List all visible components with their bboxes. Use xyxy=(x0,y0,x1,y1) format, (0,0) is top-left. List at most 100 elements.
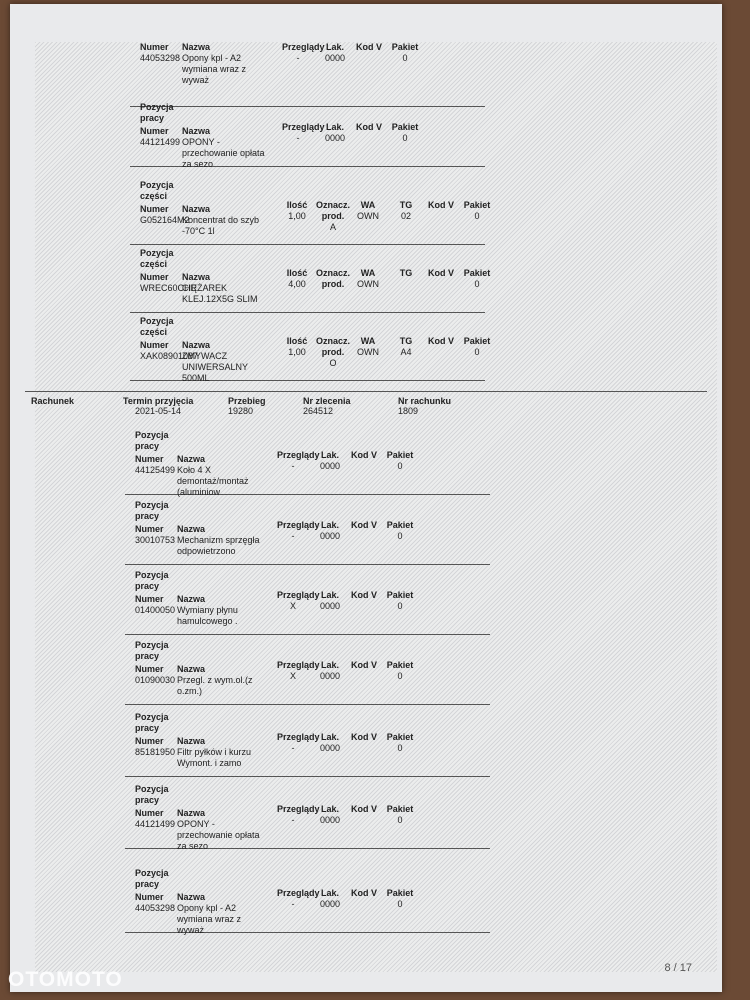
column-value: X xyxy=(289,601,296,611)
column-label: Numer xyxy=(135,892,164,902)
column: Ilość 1,00 xyxy=(285,200,309,222)
column-value: 0 xyxy=(402,53,408,63)
column-label: WA xyxy=(360,200,376,210)
column-value: OWN xyxy=(357,347,379,357)
column-label: Nazwa xyxy=(177,736,206,746)
column-label: Pakiet xyxy=(386,660,414,670)
item-heading: Pozycja pracy xyxy=(135,570,169,591)
field-label: Przebieg xyxy=(228,396,266,406)
column-label: Przeglądy xyxy=(282,42,325,52)
column: Pakiet 0 xyxy=(385,450,415,472)
column-value: 44121499 xyxy=(140,137,181,147)
column-value: 44053298 xyxy=(140,53,181,63)
column-value: 1,00 xyxy=(288,347,306,357)
column-label: Lak. xyxy=(320,804,339,814)
field-label: Nr zlecenia xyxy=(303,396,351,406)
field-value: 19280 xyxy=(228,406,254,416)
column-label: Lak. xyxy=(320,590,339,600)
column-label: Pakiet xyxy=(386,804,414,814)
item-heading: Pozycja części xyxy=(140,180,174,201)
column-value: 02 xyxy=(400,211,411,221)
column-label: Przeglądy xyxy=(277,732,320,742)
line-item: Pozycja części Numer G052164M2 Nazwa Koncent… xyxy=(130,178,490,245)
column: Numer 01090030 xyxy=(135,664,175,686)
column-label: Numer xyxy=(140,42,169,52)
column-value: Przegl. z wym.ol.(z o.zm.) xyxy=(177,675,253,696)
column-value: - xyxy=(291,743,295,753)
column: Kod V xyxy=(354,42,384,53)
column: Pakiet 0 xyxy=(462,268,492,290)
column-label: Nazwa xyxy=(177,454,206,464)
column: Pakiet 0 xyxy=(385,520,415,542)
column: Lak. 0000 xyxy=(315,804,345,826)
column: Nazwa Koncentrat do szyb -70°C 1l xyxy=(182,204,272,237)
column-label: Pakiet xyxy=(386,520,414,530)
item-heading: Pozycja pracy xyxy=(135,784,169,805)
column-value: 0 xyxy=(397,601,403,611)
column: Numer 44121499 xyxy=(140,126,180,148)
column: Nazwa Wymiany płynu hamulcowego . xyxy=(177,594,269,627)
column-label: Kod V xyxy=(351,804,377,814)
column-label: Nazwa xyxy=(182,340,211,350)
column: Numer WREC60CHR xyxy=(140,272,197,294)
column-value: - xyxy=(291,899,295,909)
column-label: Przeglądy xyxy=(277,520,320,530)
column: Ilość 4,00 xyxy=(285,268,309,290)
column-label: Lak. xyxy=(320,450,339,460)
column-label: Pakiet xyxy=(386,888,414,898)
paper xyxy=(10,4,722,992)
column: Nazwa Mechanizm sprzęgła odpowietrzono xyxy=(177,524,269,557)
column-label: Kod V xyxy=(428,336,454,346)
column: Lak. 0000 xyxy=(320,122,350,144)
column-value: CIĘŻAREK KLEJ.12X5G SLIM xyxy=(182,283,258,304)
column: WA OWN xyxy=(356,268,380,290)
line-item: Pozycja pracy Numer 44053298 Nazwa Opony kpl… xyxy=(125,866,490,936)
field-value: 2021-05-14 xyxy=(135,406,182,416)
column-label: Pakiet xyxy=(386,590,414,600)
column: Kod V xyxy=(426,200,456,211)
column-label: Pakiet xyxy=(391,122,419,132)
column: Numer 01400050 xyxy=(135,594,175,616)
column-value: 0 xyxy=(397,531,403,541)
line-item: Pozycja części Numer WREC60CHR Nazwa CIĘŻARE… xyxy=(130,246,490,313)
column-label: Numer xyxy=(135,736,164,746)
column-value: 01090030 xyxy=(135,675,176,685)
column-value: 0 xyxy=(397,671,403,681)
column: Numer 44053298 xyxy=(135,892,175,914)
column: Numer 44121499 xyxy=(135,808,175,830)
column-label: Lak. xyxy=(320,520,339,530)
column-label: TG xyxy=(399,200,413,210)
column: Pakiet 0 xyxy=(390,122,420,144)
column: Kod V xyxy=(349,732,379,743)
column: Przeglądy - xyxy=(277,450,320,472)
column-label: Lak. xyxy=(325,42,344,52)
column-value: - xyxy=(291,815,295,825)
column: Przeglądy - xyxy=(277,888,320,910)
column-value: 0 xyxy=(474,211,480,221)
column-label: Nazwa xyxy=(182,272,211,282)
column: Nazwa Opony kpl - A2 wymiana wraz z wyważ xyxy=(177,892,269,936)
column-value: G052164M2 xyxy=(140,215,190,225)
column: Oznacz. prod. xyxy=(315,268,351,290)
column-value: X xyxy=(289,671,296,681)
item-heading: Pozycja części xyxy=(140,316,174,337)
column-label: Kod V xyxy=(428,268,454,278)
column-label: Kod V xyxy=(351,660,377,670)
column-label: Numer xyxy=(135,454,164,464)
field-value: 264512 xyxy=(303,406,334,416)
column-value: 0000 xyxy=(319,815,341,825)
column-value: 0 xyxy=(474,279,480,289)
column: Numer 44053298 xyxy=(140,42,180,64)
column: Pakiet 0 xyxy=(385,590,415,612)
column-label: Kod V xyxy=(351,888,377,898)
line-item: Pozycja pracy Numer 85181950 Nazwa Filtr pył… xyxy=(125,710,490,777)
column-label: Przeglądy xyxy=(277,450,320,460)
column-value: 0 xyxy=(397,899,403,909)
column-value: O xyxy=(329,358,337,368)
column-label: Numer xyxy=(135,594,164,604)
column-label: Przeglądy xyxy=(282,122,325,132)
column-label: Nazwa xyxy=(182,42,211,52)
column: Pakiet 0 xyxy=(385,804,415,826)
column-label: Ilość xyxy=(286,268,308,278)
column: Pakiet 0 xyxy=(390,42,420,64)
